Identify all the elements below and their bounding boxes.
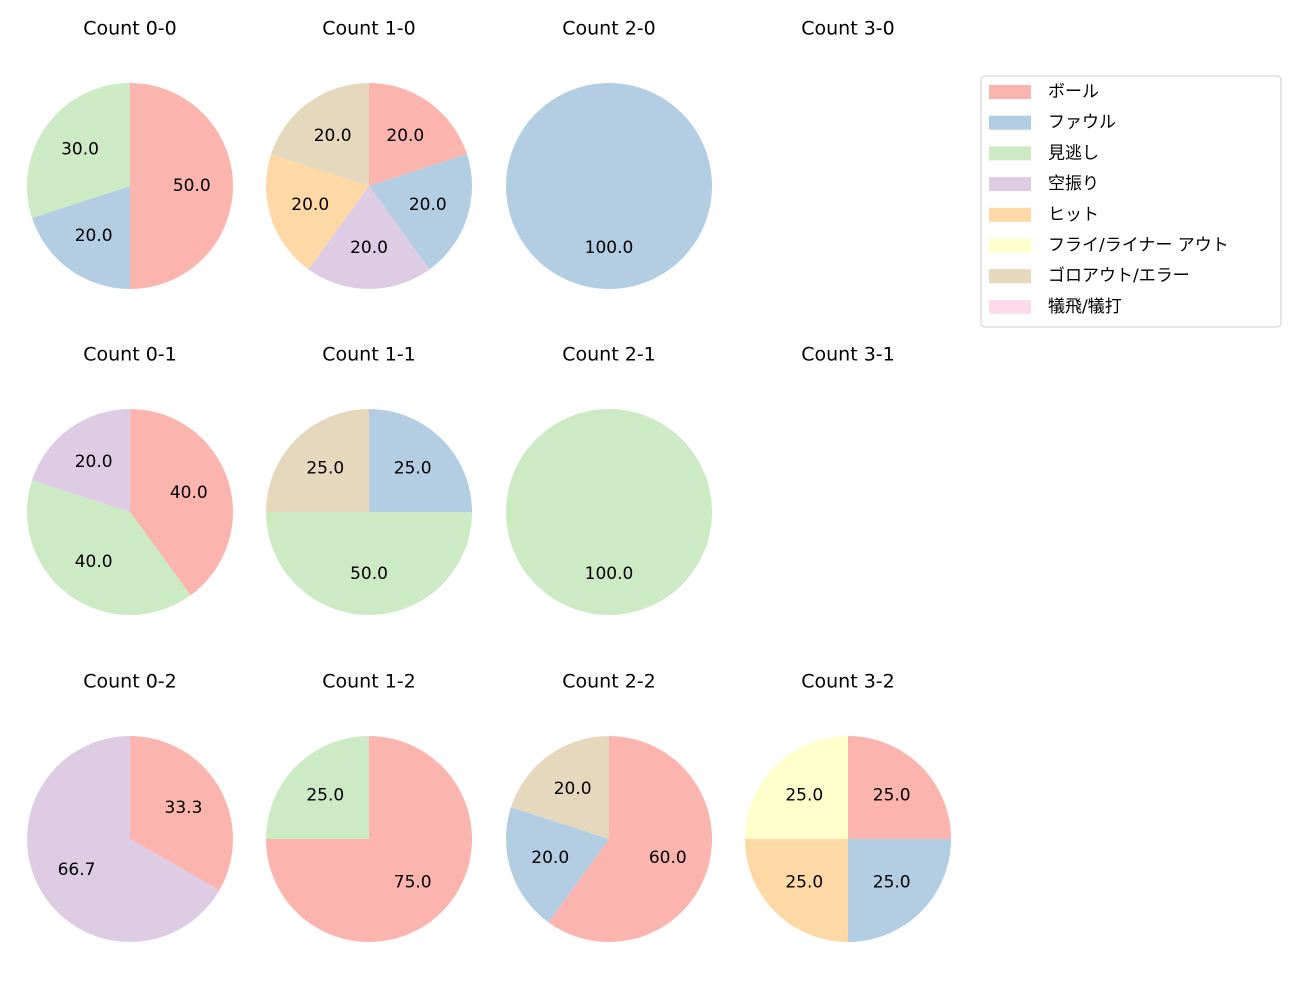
legend-label: 犠飛/犠打	[1048, 297, 1122, 317]
legend-swatch	[989, 177, 1031, 192]
slice-label: 25.0	[785, 873, 823, 893]
slice-label: 20.0	[409, 195, 447, 215]
pie-slice	[745, 839, 848, 942]
slice-label: 50.0	[350, 564, 388, 584]
pie-slice	[266, 736, 369, 839]
slice-label: 30.0	[61, 140, 99, 160]
legend-swatch	[989, 238, 1031, 253]
slice-label: 25.0	[394, 458, 432, 478]
pie-title: Count 1-0	[322, 18, 416, 40]
pie-title: Count 2-0	[562, 18, 656, 40]
pie-slice	[506, 409, 712, 615]
pie-title: Count 0-1	[83, 344, 177, 366]
slice-label: 50.0	[173, 176, 211, 196]
legend-swatch	[989, 85, 1031, 99]
legend-swatch	[989, 115, 1031, 130]
slice-label: 20.0	[350, 238, 388, 258]
legend-swatch	[989, 146, 1031, 161]
slice-label: 33.3	[165, 798, 203, 818]
legend-swatch	[989, 299, 1031, 314]
pie-slice	[511, 736, 609, 839]
pie-title: Count 0-0	[83, 18, 177, 40]
slice-label: 20.0	[291, 195, 329, 215]
slice-label: 20.0	[531, 848, 569, 868]
legend-swatch	[989, 269, 1031, 284]
legend-label: 見逃し	[1048, 143, 1099, 163]
pie-slice	[26, 736, 220, 943]
pie-title: Count 3-1	[801, 344, 895, 366]
pie-title: Count 1-1	[322, 344, 416, 366]
slice-label: 40.0	[75, 552, 113, 572]
slice-label: 40.0	[170, 483, 208, 503]
pie-slice	[32, 409, 130, 512]
slice-label: 20.0	[554, 779, 592, 799]
pie-slice	[266, 512, 472, 615]
pie-title: Count 1-2	[322, 671, 416, 693]
pie-slice	[271, 83, 369, 186]
pie-slice	[506, 807, 609, 923]
pie-slice	[848, 736, 951, 839]
slice-label: 25.0	[873, 873, 911, 893]
pie-slice	[308, 186, 430, 289]
pie-slice	[26, 83, 130, 218]
pie-slice	[27, 480, 191, 615]
slice-label: 20.0	[75, 452, 113, 472]
pie-slice	[369, 154, 473, 270]
slice-label: 20.0	[75, 226, 113, 246]
pie-slice	[548, 736, 712, 942]
slice-label: 75.0	[394, 873, 432, 893]
pie-title: Count 3-0	[801, 18, 895, 40]
pie-slice	[130, 83, 233, 289]
pie-slice	[745, 736, 848, 839]
slice-label: 25.0	[873, 785, 911, 805]
slice-label: 25.0	[306, 785, 344, 805]
pie-slice	[32, 186, 130, 289]
slice-label: 25.0	[785, 785, 823, 805]
slice-label: 20.0	[314, 126, 352, 146]
legend-box	[980, 75, 1282, 328]
pie-title: Count 2-2	[562, 671, 656, 693]
slice-label: 100.0	[585, 238, 634, 258]
pie-slice	[506, 83, 712, 289]
legend-label: フライ/ライナー アウト	[1048, 236, 1229, 256]
pie-slice	[130, 736, 233, 891]
legend-swatch	[989, 207, 1031, 222]
legend-label: ゴロアウト/エラー	[1048, 265, 1190, 286]
pie-slice	[130, 409, 233, 596]
pie-slice	[848, 839, 951, 942]
pie-title: Count 2-1	[562, 344, 656, 366]
slice-label: 20.0	[386, 126, 424, 146]
slice-label: 25.0	[306, 458, 344, 478]
slice-label: 66.7	[58, 860, 96, 880]
pie-slice	[266, 409, 369, 512]
pie-title: Count 3-2	[801, 671, 895, 693]
legend-label: 空振り	[1048, 174, 1099, 194]
pie-slice	[369, 409, 472, 512]
pie-title: Count 0-2	[83, 671, 177, 693]
legend-label: ボール	[1048, 82, 1099, 102]
legend-label: ファウル	[1048, 113, 1116, 133]
pie-slice	[266, 154, 369, 270]
pie-slice	[369, 83, 467, 186]
slice-label: 60.0	[649, 848, 687, 868]
slice-label: 100.0	[585, 564, 634, 584]
legend-label: ヒット	[1048, 205, 1099, 225]
